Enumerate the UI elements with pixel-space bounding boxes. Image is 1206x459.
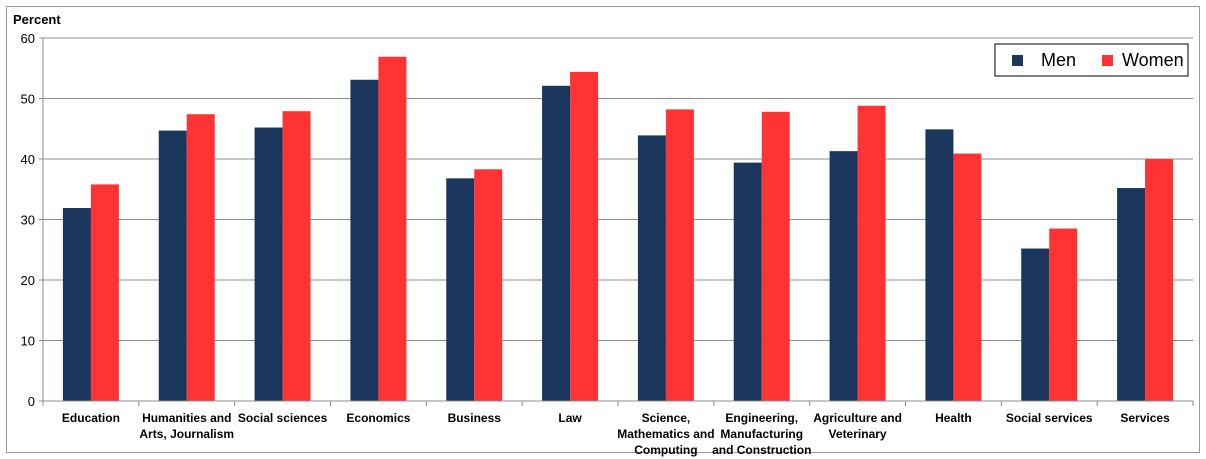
legend: Men Women bbox=[994, 43, 1189, 77]
legend-label-women: Women bbox=[1122, 50, 1184, 70]
y-tick-label: 40 bbox=[21, 152, 35, 167]
category-label: Computing bbox=[634, 443, 697, 457]
bar-women bbox=[665, 109, 694, 401]
category-label: Business bbox=[448, 411, 502, 425]
legend-swatch-men bbox=[1012, 55, 1023, 66]
y-tick-label: 60 bbox=[21, 31, 35, 46]
bar-women bbox=[1049, 228, 1078, 401]
category-label: Engineering, bbox=[725, 411, 798, 425]
bar-men bbox=[733, 162, 762, 401]
category-label: Social services bbox=[1006, 411, 1093, 425]
category-label: Social sciences bbox=[238, 411, 328, 425]
bar-women bbox=[186, 114, 215, 401]
y-tick-label: 50 bbox=[21, 92, 35, 107]
category-label: Science, bbox=[642, 411, 691, 425]
category-label: Agriculture and bbox=[813, 411, 902, 425]
bar-men bbox=[350, 79, 379, 402]
category-label: Services bbox=[1120, 411, 1170, 425]
category-label: and Construction bbox=[712, 443, 811, 457]
bar-women bbox=[378, 56, 407, 401]
legend-swatch-women bbox=[1102, 55, 1113, 66]
category-label: Economics bbox=[346, 411, 410, 425]
bar-women bbox=[857, 105, 886, 401]
category-label: Manufacturing bbox=[720, 427, 803, 441]
bar-men bbox=[1021, 248, 1050, 401]
bar-women bbox=[90, 184, 119, 401]
y-tick-labels: 0 10 20 30 40 50 60 bbox=[21, 31, 35, 409]
bar-men bbox=[62, 208, 91, 401]
chart-frame bbox=[6, 6, 1200, 453]
bar-men bbox=[829, 151, 858, 401]
category-label: Mathematics and bbox=[617, 427, 714, 441]
bar-women bbox=[761, 111, 790, 401]
bar-men bbox=[637, 135, 666, 401]
bar-men bbox=[1117, 188, 1146, 401]
bar-men bbox=[542, 85, 571, 402]
category-labels: Education Humanities and Arts, Journalism S… bbox=[62, 411, 1170, 457]
bar-women bbox=[474, 169, 503, 401]
y-tick-label: 10 bbox=[21, 334, 35, 349]
bar-women bbox=[1145, 159, 1174, 401]
category-label: Law bbox=[558, 411, 582, 425]
category-label: Health bbox=[935, 411, 972, 425]
legend-box bbox=[994, 43, 1189, 77]
axes bbox=[39, 37, 1194, 406]
bar-women bbox=[570, 71, 599, 401]
category-label: Humanities and bbox=[142, 411, 231, 425]
y-tick-label: 0 bbox=[28, 394, 35, 409]
y-tick-label: 30 bbox=[21, 213, 35, 228]
bar-men bbox=[925, 129, 954, 402]
bar-men bbox=[158, 130, 187, 401]
gridlines bbox=[43, 37, 1193, 341]
bar-women bbox=[282, 111, 311, 401]
legend-label-men: Men bbox=[1041, 50, 1076, 70]
bar-men bbox=[446, 178, 475, 401]
category-label: Education bbox=[62, 411, 120, 425]
bar-men bbox=[254, 127, 283, 401]
category-label: Arts, Journalism bbox=[139, 427, 234, 441]
bars bbox=[62, 56, 1174, 402]
y-tick-label: 20 bbox=[21, 273, 35, 288]
y-axis-title: Percent bbox=[13, 12, 61, 27]
bar-women bbox=[953, 153, 982, 401]
category-label: Veterinary bbox=[829, 427, 887, 441]
